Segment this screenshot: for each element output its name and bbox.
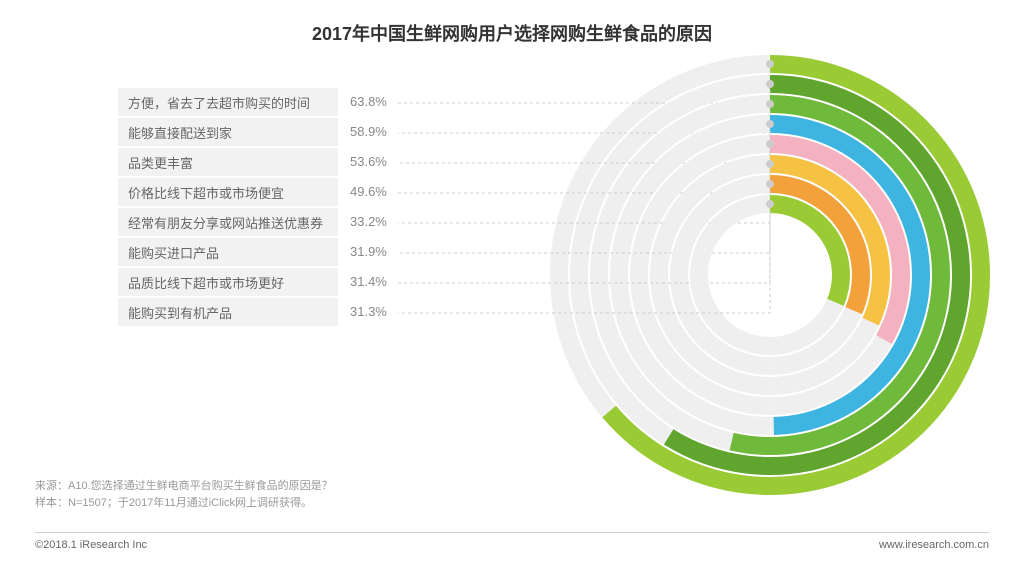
source-line-2: 样本：N=1507；于2017年11月通过iClick网上调研获得。 xyxy=(35,495,333,513)
legend-row: 能购买进口产品 xyxy=(118,238,338,268)
legend-value: 33.2% xyxy=(350,214,387,229)
legend-value: 58.9% xyxy=(350,124,387,139)
legend-value: 31.3% xyxy=(350,304,387,319)
legend-row: 品类更丰富 xyxy=(118,148,338,178)
legend-value: 31.9% xyxy=(350,244,387,259)
legend-value: 63.8% xyxy=(350,94,387,109)
footer-copyright: ©2018.1 iResearch Inc xyxy=(35,539,147,551)
legend-row: 方便，省去了去超市购买的时间 xyxy=(118,88,338,118)
legend-row: 能够直接配送到家 xyxy=(118,118,338,148)
chart-title: 2017年中国生鲜网购用户选择网购生鲜食品的原因 xyxy=(0,20,1024,46)
legend-value: 53.6% xyxy=(350,154,387,169)
legend-row: 经常有朋友分享或网站推送优惠券 xyxy=(118,208,338,238)
legend-value: 31.4% xyxy=(350,274,387,289)
radial-chart xyxy=(390,60,1010,500)
source-note: 来源：A10.您选择通过生鲜电商平台购买生鲜食品的原因是？ 样本：N=1507；… xyxy=(35,478,333,513)
legend-row: 价格比线下超市或市场便宜 xyxy=(118,178,338,208)
source-line-1: 来源：A10.您选择通过生鲜电商平台购买生鲜食品的原因是？ xyxy=(35,478,333,496)
footer-url: www.iresearch.com.cn xyxy=(879,539,989,551)
legend-value: 49.6% xyxy=(350,184,387,199)
footer-bar: ©2018.1 iResearch Inc www.iresearch.com.… xyxy=(35,532,989,551)
legend-row: 品质比线下超市或市场更好 xyxy=(118,268,338,298)
legend-row: 能购买到有机产品 xyxy=(118,298,338,328)
